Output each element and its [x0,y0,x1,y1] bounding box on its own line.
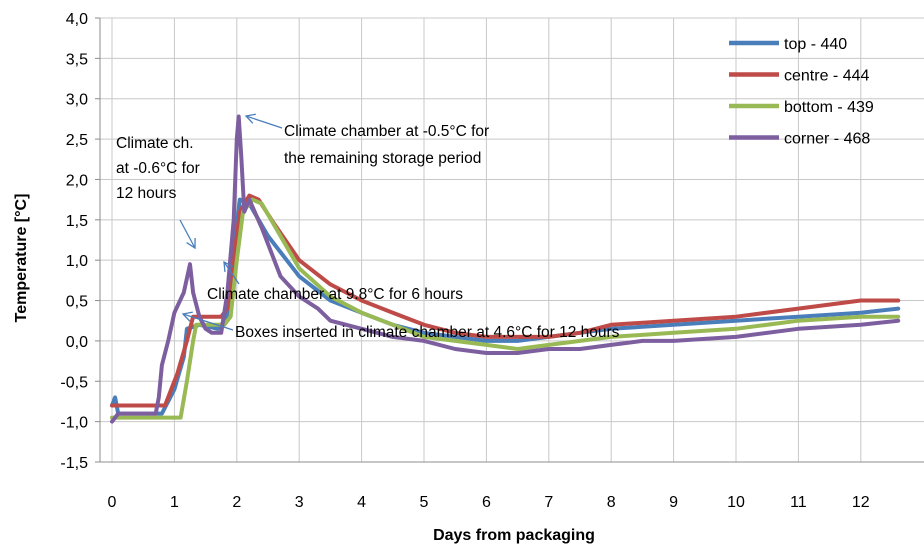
annotation-arrow [179,219,196,249]
plot-frame [99,18,924,463]
annotation-text: at -0.6°C for [116,160,200,177]
x-tick-label: 7 [544,494,553,511]
y-tick-label: -1,5 [60,455,88,472]
y-axis-ticks: -1,5 -1,0 -0,5 0,0 0,5 1,0 1,5 2,0 2,5 3,0 3,5 4,0 [60,11,100,472]
annotation-arrowhead [186,237,196,250]
x-axis-ticks: 0 1 2 3 4 5 6 7 8 9 10 11 12 [108,494,870,511]
x-tick-label: 2 [232,494,241,511]
annotation-arrow [182,313,234,331]
y-tick-label: 4,0 [66,11,88,28]
y-tick-label: 3,5 [66,51,88,68]
annotation-arrowhead [223,260,234,273]
annotation-text: Climate ch. [116,135,194,152]
series-line-2 [110,193,901,408]
x-tick-label: 11 [790,494,807,511]
annotation-arrow [245,115,283,129]
y-tick-label: -0,5 [60,374,88,391]
grid [100,17,924,463]
annotation-arrowhead [181,311,193,322]
annotation-text: 12 hours [116,185,177,202]
annotations: Climate ch. at -0.6°C for 12 hours Climate … [116,113,620,341]
legend-label: bottom - 439 [784,99,874,116]
x-tick-label: 12 [852,494,870,511]
x-tick-label: 1 [170,494,179,511]
legend-label: centre - 444 [784,68,869,85]
x-tick-label: 9 [669,494,678,511]
x-tick-label: 0 [108,494,117,511]
x-tick-label: 8 [607,494,616,511]
y-tick-label: 1,0 [66,253,88,270]
x-axis-title: Days from packaging [433,527,595,544]
annotation-text: the remaining storage period [284,150,481,167]
annotation-arrowhead [244,113,256,124]
y-tick-label: 3,0 [66,92,88,109]
x-tick-label: 4 [357,494,366,511]
y-tick-label: -1,0 [60,415,88,432]
annotation-text: Climate chamber at 9.8°C for 6 hours [207,286,463,303]
annotation-text: Climate chamber at -0.5°C for [284,123,489,140]
y-tick-label: 0,5 [66,294,88,311]
annotation-arrow [223,261,240,285]
y-tick-label: 0,0 [66,334,88,351]
y-axis-title: Temperature [°C] [13,194,30,323]
annotation-text: Boxes inserted in climate chamber at 4.6… [235,324,620,341]
series-line-3 [110,197,901,420]
y-tick-label: 2,5 [66,132,88,149]
legend-label: top - 440 [784,36,847,53]
legend-label: corner - 468 [784,131,870,148]
x-tick-label: 5 [420,494,429,511]
legend: top - 440 centre - 444 bottom - 439 corner … [729,36,874,148]
x-tick-label: 10 [727,494,745,511]
x-tick-label: 3 [295,494,304,511]
x-tick-label: 6 [482,494,491,511]
y-tick-label: 1,5 [66,213,88,230]
series-line-4 [110,114,901,424]
y-tick-label: 2,0 [66,172,88,189]
series-group [110,114,901,424]
